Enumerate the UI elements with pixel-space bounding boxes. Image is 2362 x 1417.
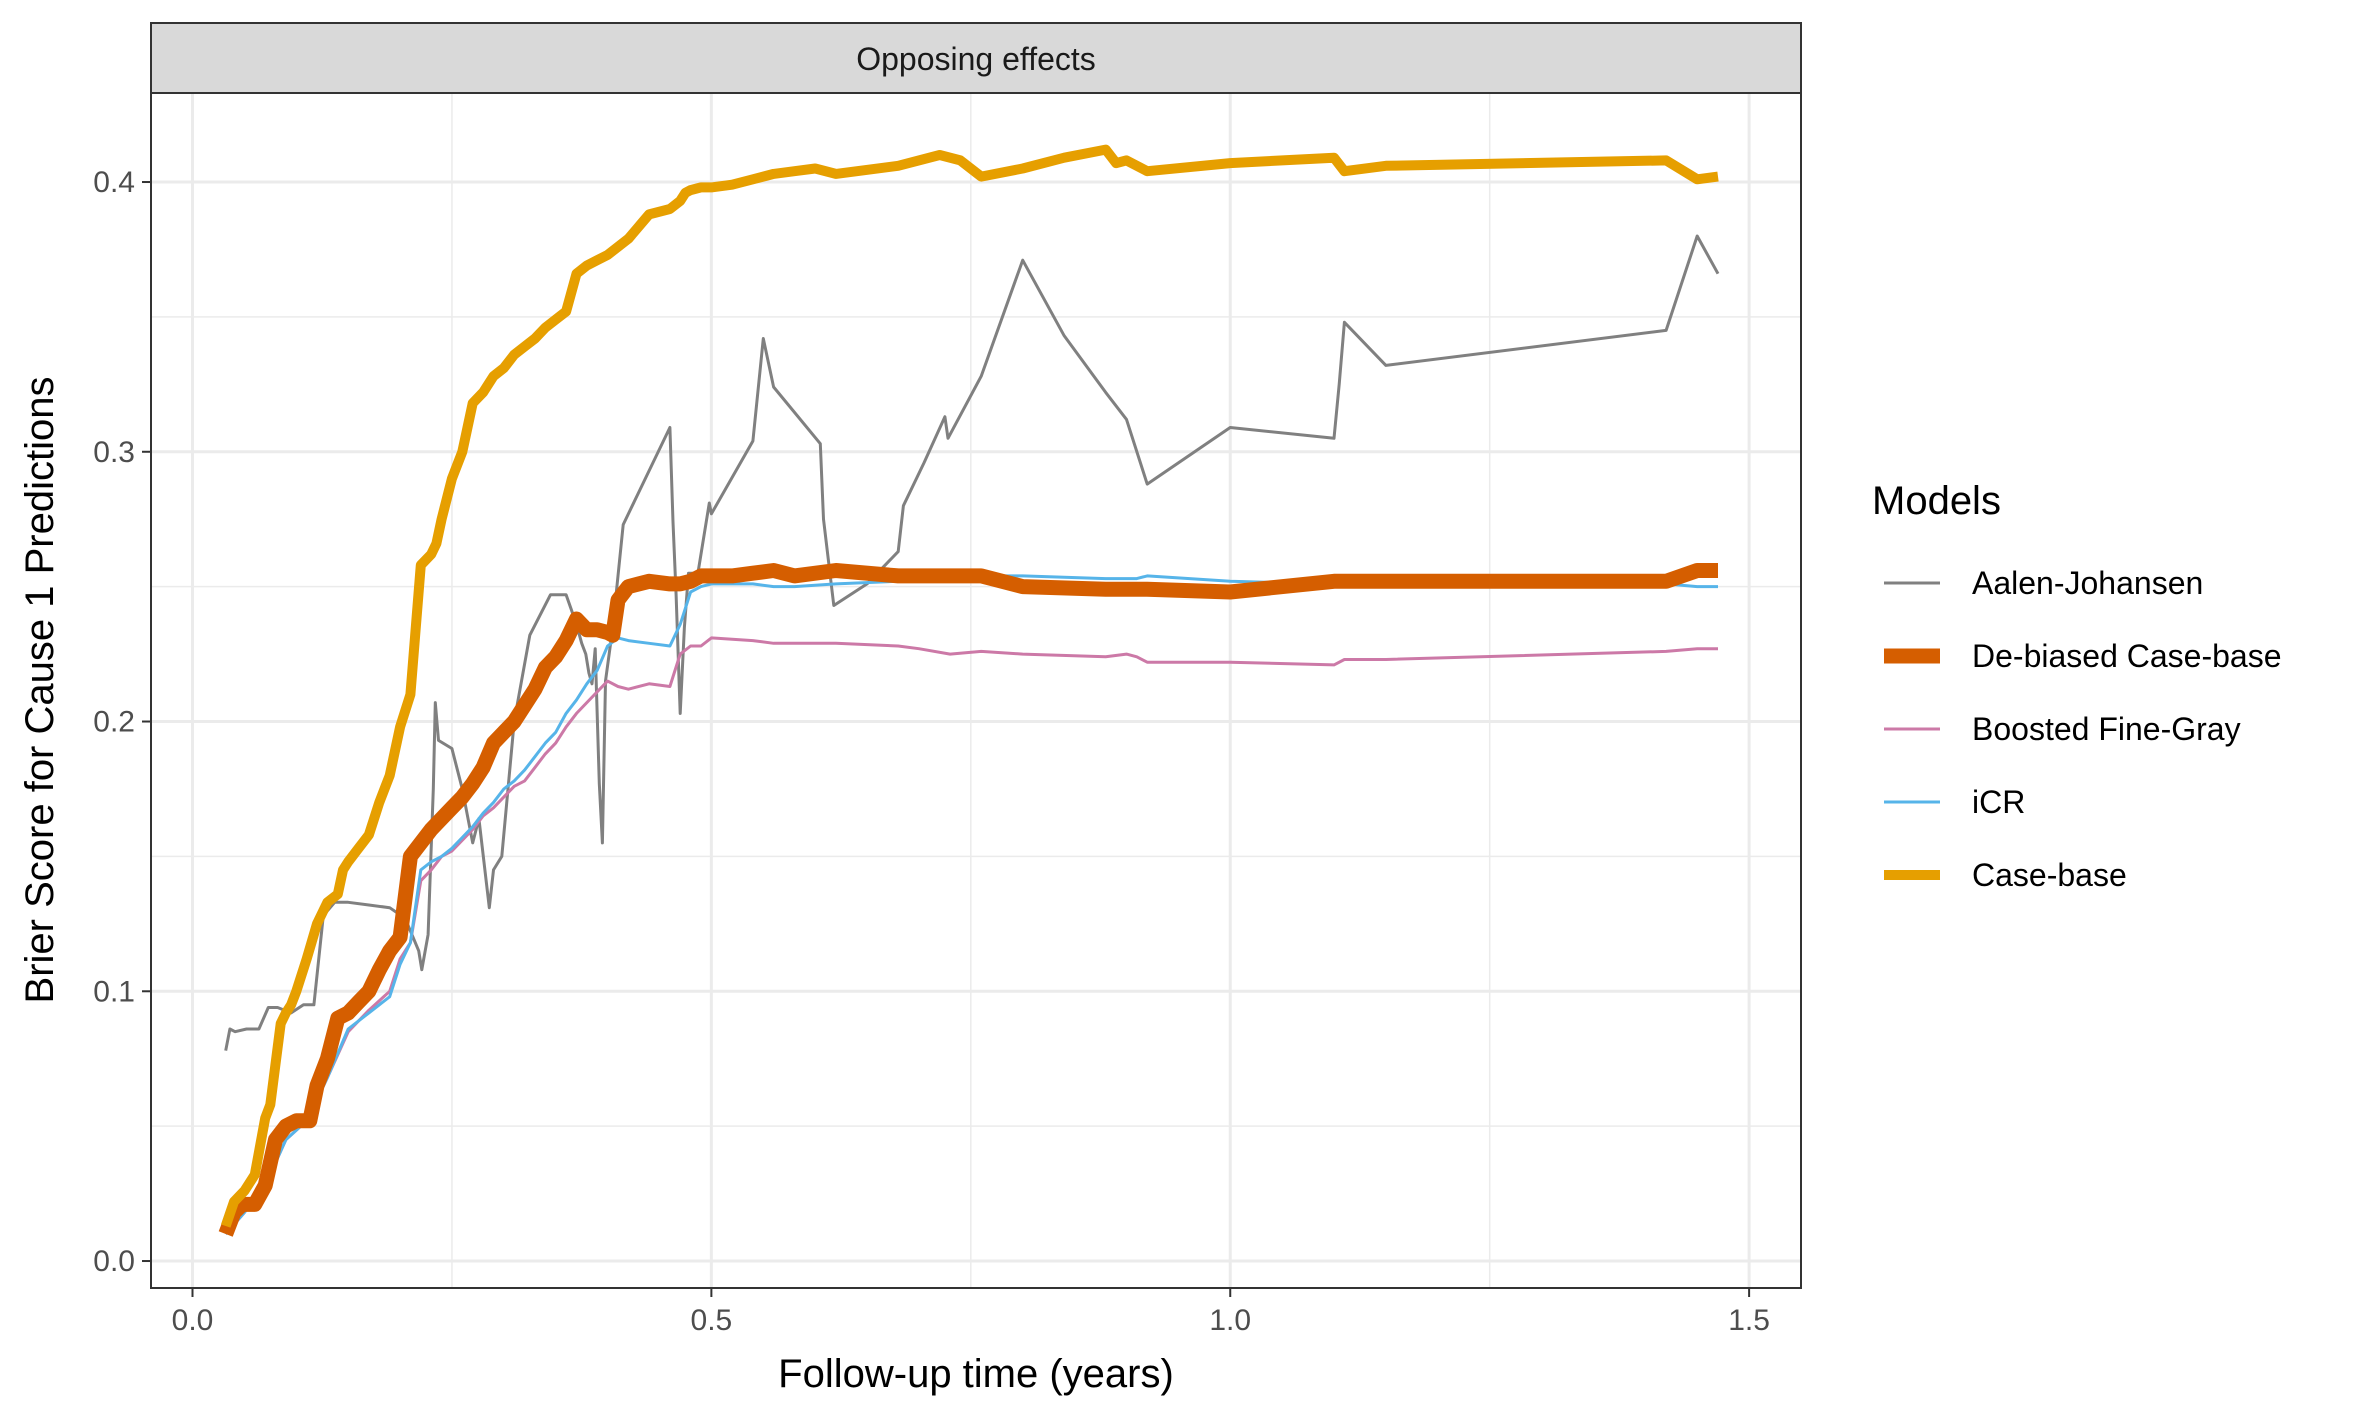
facet-strip-title: Opposing effects: [856, 41, 1096, 77]
x-tick-label: 0.0: [172, 1304, 214, 1337]
x-tick-label: 1.5: [1728, 1304, 1770, 1337]
legend-items: Aalen-Johansen De-biased Case-base Boosted…: [1884, 565, 2282, 893]
x-tick-label: 1.0: [1209, 1304, 1251, 1337]
legend-label-boosted-fine-gray: Boosted Fine-Gray: [1972, 711, 2241, 747]
legend: Models Aalen-Johansen De-biased Case-base…: [1872, 479, 2282, 893]
series-line-aalen-johansen: [224, 234, 1720, 1051]
x-tick-label: 0.5: [691, 1304, 733, 1337]
x-axis-title: Follow-up time (years): [778, 1352, 1174, 1396]
y-tick-label: 0.0: [93, 1245, 135, 1278]
facet-strip: Opposing effects: [150, 22, 1802, 94]
y-tick-label: 0.4: [93, 166, 135, 199]
legend-title: Models: [1872, 479, 2001, 523]
legend-label-de-biased-case-base: De-biased Case-base: [1972, 638, 2282, 674]
series-lines: [218, 144, 1720, 1237]
x-axis: 0.0 0.5 1.0 1.5: [172, 1288, 1770, 1337]
legend-label-case-base: Case-base: [1972, 857, 2127, 893]
series-line-icr: [224, 574, 1718, 1235]
y-tick-label: 0.1: [93, 975, 135, 1008]
gridlines: [151, 93, 1801, 1288]
y-axis-title: Brier Score for Cause 1 Predictions: [18, 377, 62, 1004]
plot-panel-border: [150, 92, 1802, 1289]
series-line-de-biased-case-base: [218, 563, 1718, 1237]
y-axis: 0.0 0.1 0.2 0.3 0.4: [93, 166, 151, 1278]
legend-label-aalen-johansen: Aalen-Johansen: [1972, 565, 2203, 601]
legend-label-icr: iCR: [1972, 784, 2025, 820]
y-tick-label: 0.2: [93, 706, 135, 739]
plot-panel: [151, 93, 1801, 1288]
facet-strip-box: [150, 22, 1802, 94]
series-line-case-base: [220, 144, 1719, 1228]
y-tick-label: 0.3: [93, 436, 135, 469]
